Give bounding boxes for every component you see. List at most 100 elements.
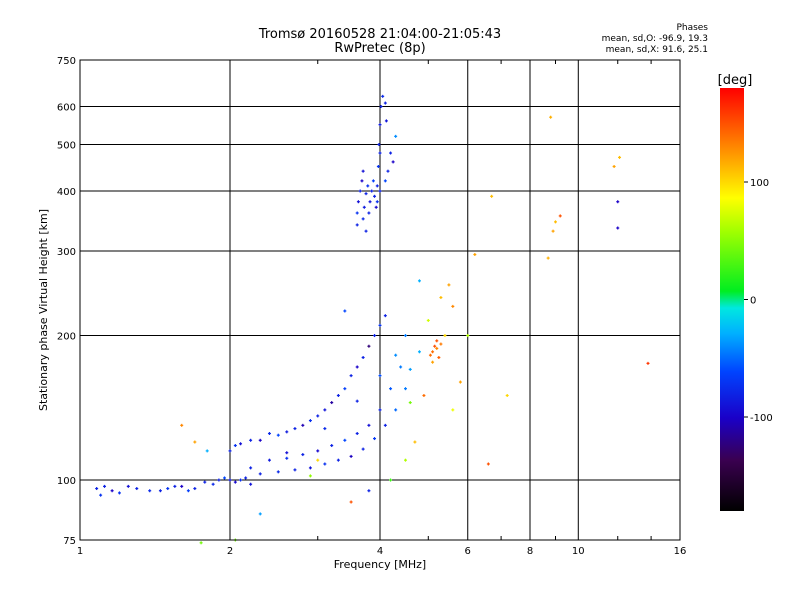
data-point xyxy=(375,184,379,188)
data-point xyxy=(323,427,327,431)
data-point xyxy=(374,205,378,209)
x-axis-label: Frequency [MHz] xyxy=(334,558,426,571)
data-point xyxy=(458,380,462,384)
colorbar-tick-label: 0 xyxy=(750,296,756,307)
data-point xyxy=(355,223,359,227)
data-point xyxy=(258,438,262,442)
data-point xyxy=(228,478,232,482)
data-point xyxy=(439,342,443,346)
data-point xyxy=(368,200,372,204)
data-point xyxy=(370,189,374,193)
data-point xyxy=(371,179,375,183)
colorbar-label: [deg] xyxy=(718,73,753,88)
data-point xyxy=(367,211,371,215)
data-point xyxy=(549,115,553,119)
data-point xyxy=(233,480,237,484)
data-point xyxy=(361,447,365,451)
y-tick-label: 100 xyxy=(57,476,76,487)
data-point xyxy=(437,355,441,359)
data-point xyxy=(373,334,377,338)
data-point xyxy=(408,367,412,371)
plot-frame xyxy=(79,59,681,541)
data-point xyxy=(364,229,368,233)
data-point xyxy=(379,105,383,109)
x-tick-label: 8 xyxy=(527,546,533,557)
data-point xyxy=(258,512,262,516)
data-point xyxy=(435,346,439,350)
axis-ticks: 1 2 4 6 8 10 16 75 100 200 300 400 500 600 750 xyxy=(57,56,686,557)
data-point xyxy=(389,387,393,391)
data-points xyxy=(95,94,650,545)
data-point xyxy=(378,189,382,193)
data-point xyxy=(417,350,421,354)
data-point xyxy=(426,318,430,322)
data-point xyxy=(389,478,393,482)
data-point xyxy=(447,283,451,287)
colorbar-tick-label: -100 xyxy=(750,413,773,424)
data-point xyxy=(285,451,289,455)
data-point xyxy=(355,211,359,215)
data-point xyxy=(249,466,253,470)
data-point xyxy=(355,399,359,403)
data-point xyxy=(199,541,203,545)
y-tick-label: 750 xyxy=(57,56,76,67)
phase-colorbar: [deg] 100 0 -100 xyxy=(718,73,773,511)
data-point xyxy=(373,437,377,441)
data-point xyxy=(408,401,412,405)
data-point xyxy=(228,449,232,453)
data-point xyxy=(386,169,390,173)
data-point xyxy=(378,151,382,155)
data-point xyxy=(223,476,227,480)
data-point xyxy=(616,226,620,230)
data-point xyxy=(373,194,377,198)
data-point xyxy=(110,489,114,493)
data-point xyxy=(336,458,340,462)
data-point xyxy=(301,453,305,457)
data-point xyxy=(95,487,99,491)
data-point xyxy=(362,205,366,209)
data-point xyxy=(376,164,380,168)
data-point xyxy=(203,480,207,484)
data-point xyxy=(99,493,103,497)
data-point xyxy=(366,184,370,188)
data-point xyxy=(217,478,221,482)
data-point xyxy=(180,484,184,488)
data-point xyxy=(285,456,289,460)
data-point xyxy=(394,353,398,357)
data-point xyxy=(367,423,371,427)
data-point xyxy=(383,314,387,318)
data-point xyxy=(361,217,365,221)
data-point xyxy=(435,339,439,343)
data-point xyxy=(233,444,237,448)
colorbar-ramp xyxy=(720,88,744,511)
phase-stats-x: mean, sd,X: 91.6, 25.1 xyxy=(605,45,708,55)
data-point xyxy=(384,119,388,123)
data-point xyxy=(378,323,382,327)
data-point xyxy=(361,355,365,359)
y-tick-label: 300 xyxy=(57,247,76,258)
x-tick-label: 16 xyxy=(674,546,687,557)
data-point xyxy=(193,487,197,491)
colorbar-tick-label: 100 xyxy=(750,178,769,189)
x-tick-label: 2 xyxy=(227,546,233,557)
data-point xyxy=(360,179,364,183)
data-point xyxy=(389,151,393,155)
data-point xyxy=(249,482,253,486)
data-point xyxy=(439,296,443,300)
data-point xyxy=(126,484,130,488)
data-point xyxy=(267,432,271,436)
data-point xyxy=(239,478,243,482)
data-point xyxy=(349,454,353,458)
data-point xyxy=(135,487,139,491)
data-point xyxy=(377,143,381,147)
data-point xyxy=(381,94,385,98)
data-point xyxy=(378,123,382,127)
data-point xyxy=(428,353,432,357)
data-point xyxy=(546,256,550,260)
data-point xyxy=(186,489,190,493)
data-point xyxy=(293,468,297,472)
data-point xyxy=(558,214,562,218)
data-point xyxy=(378,374,382,378)
chart-title: Tromsø 20160528 21:04:00-21:05:43 xyxy=(258,27,502,42)
data-point xyxy=(391,160,395,164)
